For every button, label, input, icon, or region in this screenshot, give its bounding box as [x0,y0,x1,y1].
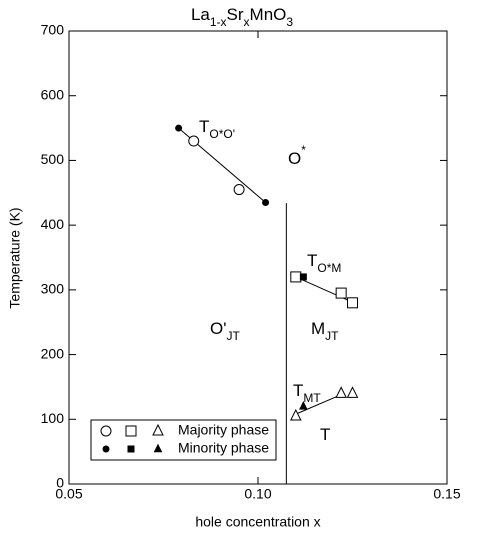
region-label: MJT [311,319,339,343]
label-main: O [288,149,301,168]
circle-marker [233,184,245,196]
square-marker [335,287,347,299]
circle-marker [262,198,270,206]
label-sup: * [301,143,306,157]
region-label: O'JT [210,319,240,343]
title-part: Sr [227,5,244,24]
y-tick-label: 200 [41,345,65,361]
y-tick-label: 700 [41,22,65,38]
title-part: La [191,5,210,24]
legend-symbol [100,425,112,437]
label-sub: O*O' [209,127,235,141]
square-marker [290,271,302,283]
label-sub: JT [226,329,240,343]
label-main: T [320,425,330,444]
region-label: T [320,425,330,444]
legend-symbol [152,423,164,436]
legend-box [90,419,277,461]
x-tick-label: 0.05 [55,486,82,502]
x-tick-label: 0.15 [433,486,460,502]
y-tick-label: 400 [41,216,65,232]
chart-title: La1-xSrxMnO3 [191,5,293,29]
title-part: x [244,15,250,29]
label-main: O' [210,319,226,338]
fit-line [295,394,342,415]
x-axis-label: hole concentration x [195,514,320,530]
triangle-marker [299,401,308,410]
square-marker [299,273,307,281]
legend-symbol [125,425,137,437]
label-main: M [311,319,325,338]
square-marker [347,297,358,309]
triangle-marker [346,386,359,398]
y-tick-label: 100 [41,410,65,426]
legend-symbol [102,445,110,453]
title-part: 3 [286,15,293,29]
y-tick-label: 0 [56,475,64,491]
label-main: T [199,117,209,136]
label-sub: O*M [317,261,341,275]
region-label: TO*M [307,251,341,275]
region-label: TMT [293,381,321,405]
y-tick-label: 500 [41,151,65,167]
title-part: 1-x [210,15,227,29]
y-axis-label: Temperature (K) [7,207,23,308]
label-main: T [307,251,317,270]
legend-symbol [153,443,163,453]
legend-label: Majority phase [178,422,269,438]
label-sub: JT [325,329,339,343]
title-part: MnO [250,5,287,24]
region-label: TO*O' [199,117,235,141]
y-tick-label: 600 [41,86,65,102]
region-label: O* [288,143,306,168]
y-tick-label: 300 [41,281,65,297]
triangle-marker [289,408,302,421]
legend-symbol [127,445,135,453]
x-tick-label: 0.10 [244,486,271,502]
plot-frame [68,30,448,485]
circle-marker [175,124,183,132]
triangle-marker [335,386,347,398]
label-main: T [293,381,303,400]
label-sub: MT [303,391,321,405]
legend-label: Minority phase [178,440,269,456]
circle-marker [188,135,200,147]
